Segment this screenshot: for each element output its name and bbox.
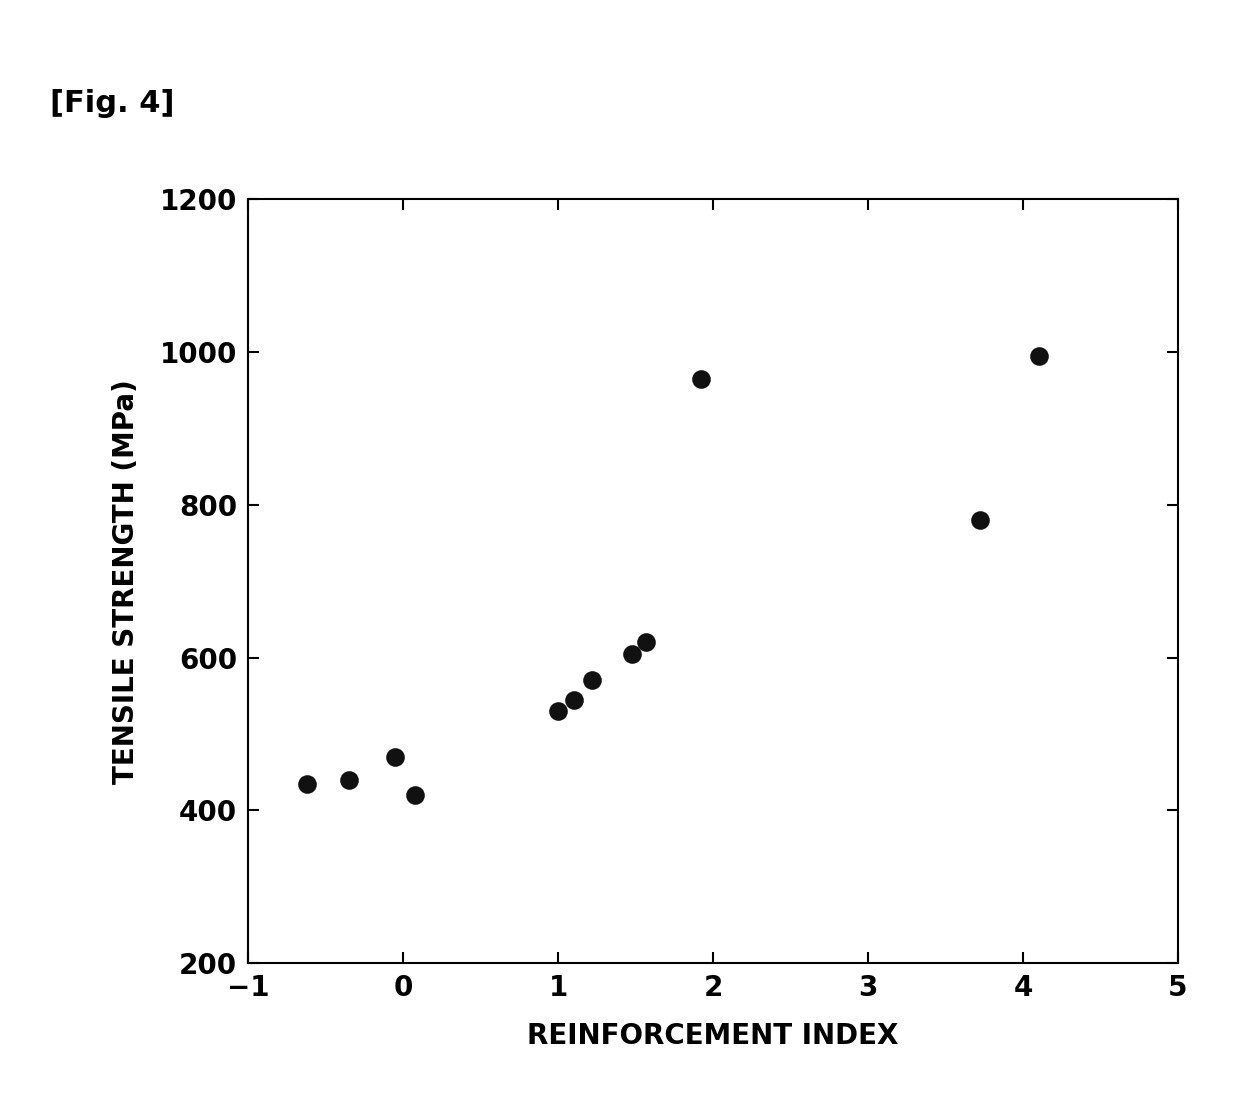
Point: [296, 775, 316, 793]
Point: [1029, 346, 1049, 364]
Point: [339, 770, 358, 788]
Point: [405, 786, 425, 804]
Point: [970, 511, 990, 529]
Point: [636, 633, 656, 651]
Point: [691, 370, 711, 387]
X-axis label: REINFORCEMENT INDEX: REINFORCEMENT INDEX: [527, 1022, 899, 1049]
Text: [Fig. 4]: [Fig. 4]: [50, 89, 174, 117]
Point: [622, 645, 642, 663]
Point: [386, 748, 405, 766]
Point: [583, 672, 603, 690]
Point: [563, 691, 584, 708]
Point: [548, 702, 568, 720]
Y-axis label: TENSILE STRENGTH (MPa): TENSILE STRENGTH (MPa): [112, 379, 140, 784]
